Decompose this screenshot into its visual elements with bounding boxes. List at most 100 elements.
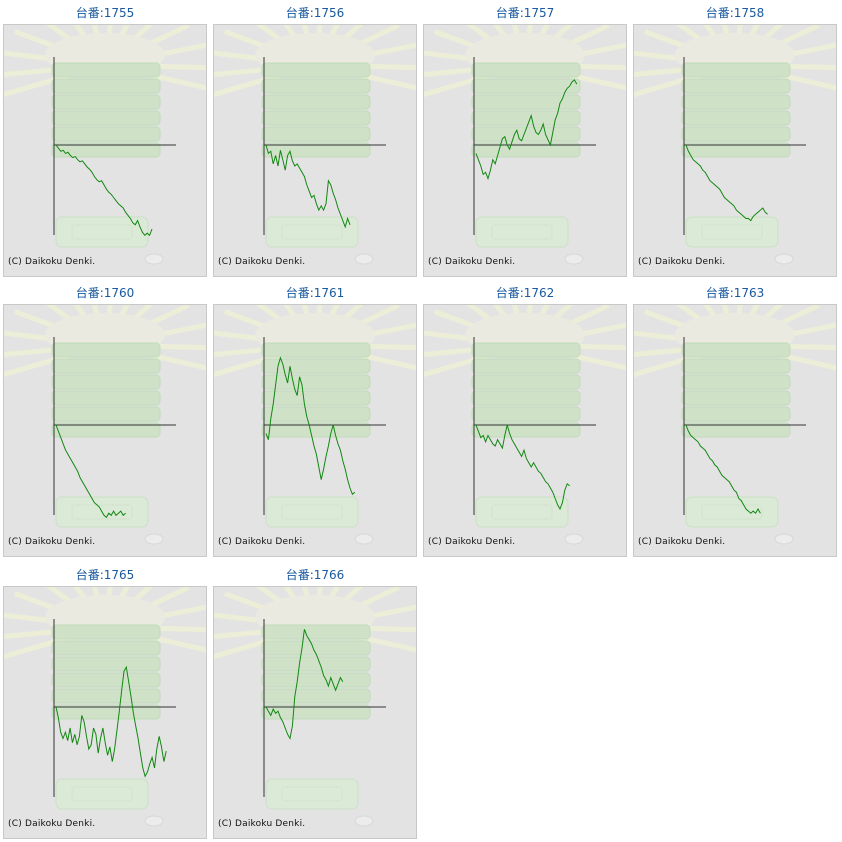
- tray-shape: [681, 422, 791, 438]
- tray-shape: [51, 640, 161, 656]
- coin-shape: [144, 533, 164, 545]
- background-illustration: [634, 305, 836, 545]
- tray-shape: [471, 406, 581, 422]
- copyright-text: (C) Daikoku Denki.: [638, 537, 726, 547]
- tray-shape: [681, 374, 791, 390]
- coin-shape: [564, 253, 584, 265]
- tray-base-shape: [685, 496, 779, 528]
- slump-series-line: [685, 424, 761, 514]
- tray-shape: [261, 672, 371, 688]
- chart-svg: [214, 25, 416, 265]
- unit-number-link[interactable]: 台番:1763: [705, 286, 765, 300]
- slump-series-line: [265, 356, 356, 496]
- tray-shape: [51, 672, 161, 688]
- unit-number-link[interactable]: 台番:1766: [285, 568, 345, 582]
- tray-shape: [51, 624, 161, 640]
- tray-shape: [471, 110, 581, 126]
- tray-shape: [261, 422, 371, 438]
- tray-shape: [51, 342, 161, 358]
- unit-number-link[interactable]: 台番:1758: [705, 6, 765, 20]
- background-illustration: [214, 25, 416, 265]
- unit-number-link[interactable]: 台番:1762: [495, 286, 555, 300]
- tray-shape: [681, 62, 791, 78]
- tray-base-shape: [55, 778, 149, 810]
- slump-series-line: [55, 144, 153, 237]
- slump-graph: (C) Daikoku Denki.: [633, 24, 837, 277]
- coin-shape: [144, 815, 164, 827]
- tray-base-shape: [265, 216, 359, 248]
- tray-inner-shape: [71, 786, 133, 802]
- tray-shape: [261, 374, 371, 390]
- tray-inner-shape: [701, 224, 763, 240]
- tray-shape: [261, 94, 371, 110]
- slump-series-line: [475, 79, 578, 181]
- tray-shape: [51, 374, 161, 390]
- tray-shape: [51, 110, 161, 126]
- graph-cell-1755: 台番:1755 (C) Daikoku Denki.: [3, 3, 207, 277]
- tray-shape: [51, 656, 161, 672]
- tray-shape: [471, 62, 581, 78]
- unit-number-link[interactable]: 台番:1755: [75, 6, 135, 20]
- graph-cell-1766: 台番:1766 (C) Daikoku Denki.: [213, 565, 417, 839]
- background-illustration: [214, 305, 416, 545]
- tray-shape: [261, 126, 371, 142]
- tray-shape: [51, 406, 161, 422]
- tray-shape: [261, 704, 371, 720]
- tray-shape: [471, 342, 581, 358]
- tray-inner-shape: [281, 786, 343, 802]
- background-illustration: [424, 305, 626, 545]
- unit-number-link[interactable]: 台番:1757: [495, 6, 555, 20]
- background-illustration: [4, 25, 206, 265]
- graph-cell-1762: 台番:1762 (C) Daikoku Denki.: [423, 283, 627, 557]
- coin-shape: [774, 253, 794, 265]
- tray-base-shape: [475, 216, 569, 248]
- tray-inner-shape: [701, 504, 763, 520]
- tray-shape: [51, 422, 161, 438]
- chart-svg: [4, 25, 206, 265]
- coin-shape: [354, 533, 374, 545]
- background-illustration: [424, 25, 626, 265]
- graph-cell-1763: 台番:1763 (C) Daikoku Denki.: [633, 283, 837, 557]
- tray-shape: [681, 142, 791, 158]
- tray-shape: [51, 688, 161, 704]
- tray-shape: [261, 656, 371, 672]
- tray-base-shape: [265, 496, 359, 528]
- chart-svg: [424, 25, 626, 265]
- slump-graph: (C) Daikoku Denki.: [213, 24, 417, 277]
- copyright-text: (C) Daikoku Denki.: [218, 537, 306, 547]
- unit-number-link[interactable]: 台番:1760: [75, 286, 135, 300]
- chart-svg: [634, 25, 836, 265]
- copyright-text: (C) Daikoku Denki.: [8, 819, 96, 829]
- unit-number-link[interactable]: 台番:1756: [285, 6, 345, 20]
- slump-graph: (C) Daikoku Denki.: [423, 304, 627, 557]
- background-illustration: [4, 587, 206, 827]
- unit-number-link[interactable]: 台番:1765: [75, 568, 135, 582]
- tray-inner-shape: [491, 504, 553, 520]
- slump-graph: (C) Daikoku Denki.: [3, 586, 207, 839]
- unit-number-link[interactable]: 台番:1761: [285, 286, 345, 300]
- tray-base-shape: [265, 778, 359, 810]
- graph-cell-1758: 台番:1758 (C) Daikoku Denki.: [633, 3, 837, 277]
- slump-series-line: [475, 424, 570, 511]
- tray-shape: [681, 78, 791, 94]
- tray-shape: [51, 358, 161, 374]
- tray-shape: [471, 422, 581, 438]
- coin-shape: [354, 253, 374, 265]
- tray-inner-shape: [281, 224, 343, 240]
- tray-shape: [681, 126, 791, 142]
- tray-shape: [51, 390, 161, 406]
- tray-inner-shape: [281, 504, 343, 520]
- chart-svg: [214, 305, 416, 545]
- tray-shape: [681, 390, 791, 406]
- slump-series-line: [265, 144, 351, 229]
- background-illustration: [634, 25, 836, 265]
- tray-shape: [261, 640, 371, 656]
- chart-svg: [4, 587, 206, 827]
- tray-shape: [471, 78, 581, 94]
- tray-shape: [681, 406, 791, 422]
- tray-inner-shape: [71, 504, 133, 520]
- tray-shape: [471, 358, 581, 374]
- tray-inner-shape: [71, 224, 133, 240]
- slump-graph: (C) Daikoku Denki.: [3, 24, 207, 277]
- copyright-text: (C) Daikoku Denki.: [428, 537, 516, 547]
